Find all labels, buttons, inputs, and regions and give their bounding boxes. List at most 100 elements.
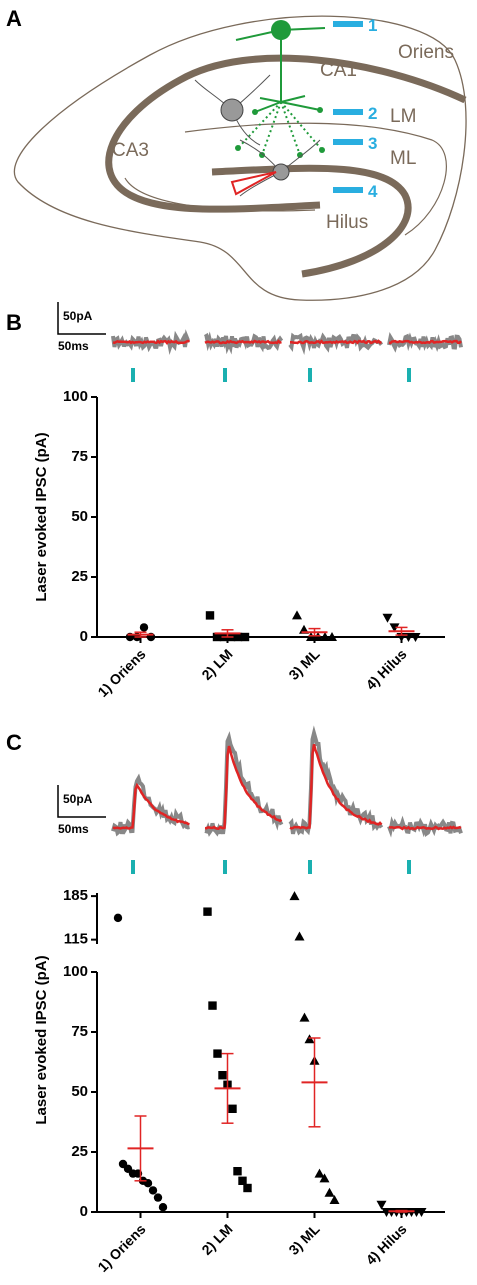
y-tick-label: 185 [63, 887, 88, 904]
y-tick-label: 115 [64, 931, 88, 948]
mean-trace [112, 782, 190, 830]
data-point [233, 1167, 242, 1176]
scale-label: 50ms [58, 822, 89, 836]
data-point [294, 931, 305, 941]
region-label: CA1 [320, 60, 357, 81]
fissure [124, 177, 316, 212]
data-point [208, 1001, 217, 1010]
trace [387, 332, 463, 353]
data-point [218, 1071, 227, 1080]
data-point [240, 632, 250, 642]
scale-bar [57, 785, 106, 818]
x-tick-label: 3) ML [285, 645, 322, 682]
mean-trace [204, 745, 283, 830]
region-label: Hilus [326, 212, 368, 233]
mean-trace [112, 339, 190, 345]
neuron [235, 27, 326, 156]
x-tick-label: 1) Oriens [94, 1221, 148, 1275]
y-tick-label: 100 [63, 388, 88, 405]
x-tick-label: 4) Hilus [363, 646, 410, 693]
laser-stimulus [131, 860, 135, 874]
x-tick-label: 2) LM [198, 1221, 235, 1258]
soma [271, 20, 291, 40]
trace [111, 329, 190, 356]
outline [13, 15, 467, 301]
data-point [233, 632, 243, 642]
y-tick-label: 75 [71, 448, 88, 465]
data-point [299, 1012, 310, 1022]
panel-label: B [6, 310, 22, 335]
y-tick-label: 0 [80, 1203, 88, 1220]
fissure [184, 122, 447, 236]
data-point [319, 1173, 330, 1183]
site-label: 4 [368, 182, 378, 201]
site-label: 1 [368, 16, 377, 35]
x-tick-label: 2) LM [198, 646, 235, 683]
data-point [389, 623, 400, 633]
data-point [158, 1203, 168, 1212]
data-point [327, 632, 337, 641]
laser-stimulus [407, 368, 411, 382]
region-label: LM [390, 106, 416, 127]
laser-stimulus [308, 368, 312, 382]
y-axis-label: Laser evoked IPSC (pA) [33, 955, 50, 1124]
data-point [228, 1104, 237, 1113]
y-tick-label: 75 [71, 1023, 88, 1040]
scale-label: 50ms [58, 339, 89, 353]
region-label: Oriens [398, 42, 454, 63]
data-point [292, 610, 302, 620]
laser-stimulus [407, 860, 411, 874]
data-point [139, 623, 149, 632]
data-point [213, 1049, 222, 1058]
y-tick-label: 50 [71, 508, 88, 525]
data-point [324, 1187, 335, 1197]
scale-label: 50pA [63, 792, 93, 806]
laser-stimulus [131, 368, 135, 382]
trace [288, 725, 384, 836]
data-point [148, 1186, 158, 1195]
mean-trace [204, 339, 282, 345]
y-tick-label: 100 [63, 963, 88, 980]
data-point [416, 1208, 427, 1217]
data-point [205, 611, 215, 620]
y-tick-label: 0 [80, 628, 88, 645]
site-label: 3 [368, 134, 377, 153]
ca-layer [105, 54, 467, 213]
boutons [235, 107, 325, 158]
data-point [153, 1193, 163, 1202]
y-axis-label: Laser evoked IPSC (pA) [33, 432, 50, 601]
x-tick-label: 3) ML [285, 1220, 322, 1257]
scale-bar [57, 302, 106, 335]
y-tick-label: 50 [71, 1083, 88, 1100]
data-point [410, 633, 421, 642]
laser-stimulus [223, 860, 227, 874]
site-bars [333, 21, 363, 193]
data-point [289, 891, 300, 901]
mean-trace [290, 339, 382, 345]
data-point [212, 632, 222, 642]
dendrite [194, 74, 321, 197]
panel-label: A [6, 6, 22, 31]
site-label: 2 [368, 104, 377, 123]
region-label: ML [390, 148, 416, 169]
y-tick-label: 25 [71, 1143, 88, 1160]
laser-stimulus [308, 860, 312, 874]
data-point [113, 913, 123, 923]
laser-stimulus [223, 368, 227, 382]
data-point [243, 1183, 252, 1193]
pipette [230, 171, 277, 196]
x-tick-label: 4) Hilus [363, 1221, 410, 1268]
data-point [238, 1176, 247, 1185]
scale-label: 50pA [63, 309, 93, 323]
region-label: CA3 [112, 140, 149, 161]
panel-label: C [6, 730, 22, 755]
data-point [314, 1168, 325, 1178]
cell [220, 98, 244, 122]
data-point [382, 613, 393, 623]
data-point [203, 907, 212, 916]
data-point [329, 1195, 340, 1204]
y-tick-label: 25 [71, 568, 88, 585]
mean-trace [388, 825, 462, 831]
x-tick-label: 1) Oriens [94, 646, 148, 700]
